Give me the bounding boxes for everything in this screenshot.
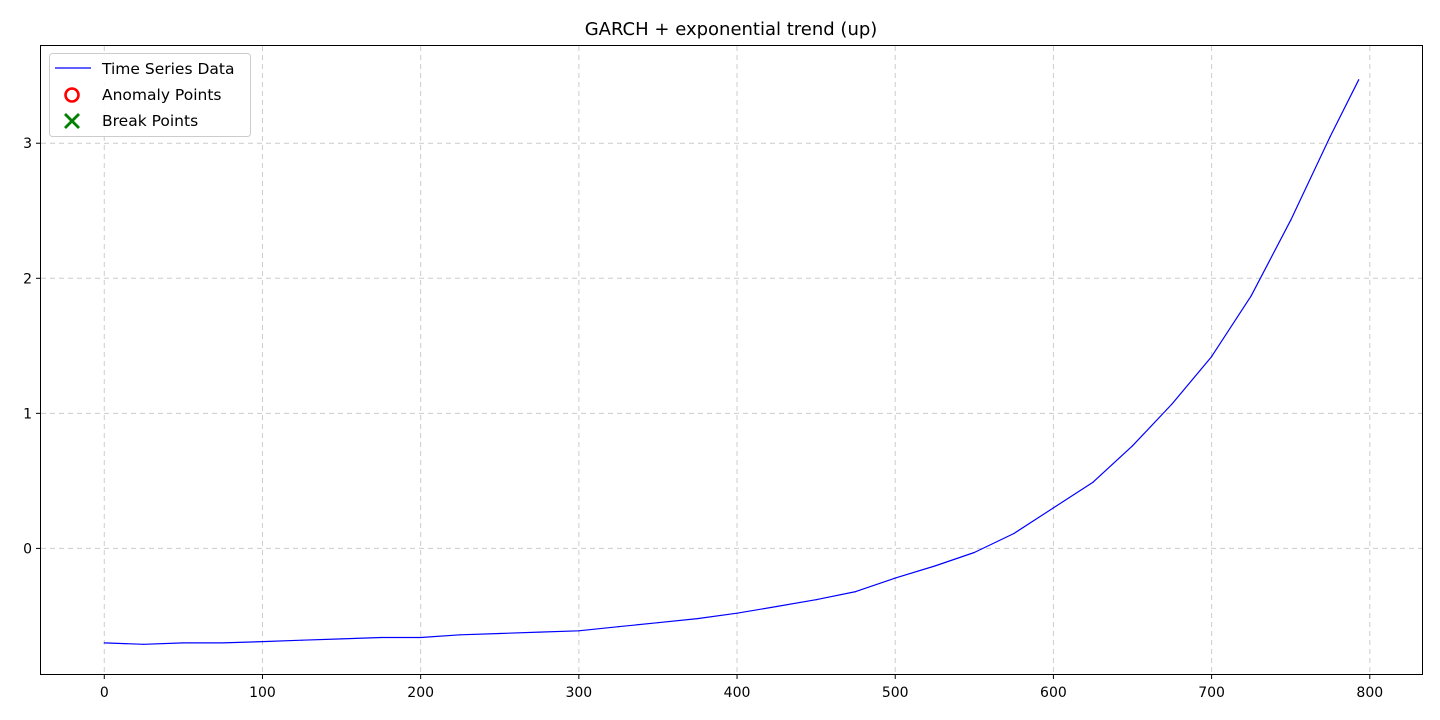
- data-point: [1290, 219, 1292, 221]
- grid: [41, 46, 1422, 674]
- data-point: [1013, 532, 1015, 535]
- legend: Time Series Data Anomaly Points Break Poin…: [49, 53, 251, 137]
- y-tick-label: 1: [23, 406, 32, 422]
- y-tick-label: 3: [23, 136, 32, 152]
- legend-box: [49, 53, 251, 137]
- data-point: [340, 638, 343, 640]
- y-tick-label: 2: [23, 271, 32, 287]
- series-line: [104, 79, 1360, 645]
- data-point: [894, 577, 896, 579]
- x-tick-label: 500: [882, 685, 909, 701]
- x-tick-label: 800: [1356, 685, 1383, 701]
- x-tick-label: 100: [249, 685, 276, 701]
- data-point: [736, 612, 738, 614]
- data-point: [617, 626, 619, 628]
- data-point: [1329, 135, 1331, 138]
- data-point: [143, 643, 145, 645]
- data-point: [222, 642, 224, 644]
- x-tick-label: 700: [1198, 685, 1225, 701]
- data-point: [1171, 403, 1173, 405]
- data-point: [1052, 507, 1055, 509]
- chart-title: GARCH + exponential trend (up): [585, 19, 878, 40]
- legend-circle-icon: [64, 87, 80, 103]
- x-tick-label: 400: [724, 685, 751, 701]
- data-point: [261, 640, 264, 643]
- legend-x-icon: [64, 113, 80, 129]
- legend-label: Break Points: [102, 112, 198, 130]
- data-point: [1358, 79, 1360, 81]
- data-point: [657, 622, 659, 624]
- data-point: [420, 636, 422, 639]
- data-point: [499, 632, 501, 635]
- data-point: [1250, 295, 1252, 297]
- data-point: [934, 565, 936, 567]
- data-point: [459, 634, 461, 636]
- data-point: [380, 636, 382, 639]
- x-tick-label: 300: [565, 685, 592, 701]
- y-tick-label: 0: [23, 541, 32, 557]
- x-tick-label: 0: [100, 685, 109, 701]
- data-point: [815, 599, 817, 601]
- series-layer: [103, 79, 1360, 645]
- x-tick-label: 600: [1040, 685, 1067, 701]
- data-point: [182, 642, 184, 644]
- plot-frame: [40, 45, 1423, 675]
- data-point: [103, 642, 105, 644]
- x-tick-label: 200: [407, 685, 434, 701]
- data-point: [1211, 356, 1213, 358]
- data-point: [1131, 445, 1134, 447]
- data-point: [578, 630, 580, 632]
- data-point: [973, 551, 975, 554]
- data-point: [775, 605, 778, 608]
- data-point: [1092, 481, 1094, 483]
- data-point: [855, 591, 857, 593]
- legend-label: Time Series Data: [101, 60, 234, 78]
- data-point: [696, 618, 699, 620]
- axis-ticks: 0 100 200 300 400 500 600 700 800 0 1 2 3: [23, 136, 1383, 701]
- legend-label: Anomaly Points: [102, 86, 221, 104]
- data-point: [301, 639, 303, 641]
- data-point: [538, 631, 540, 633]
